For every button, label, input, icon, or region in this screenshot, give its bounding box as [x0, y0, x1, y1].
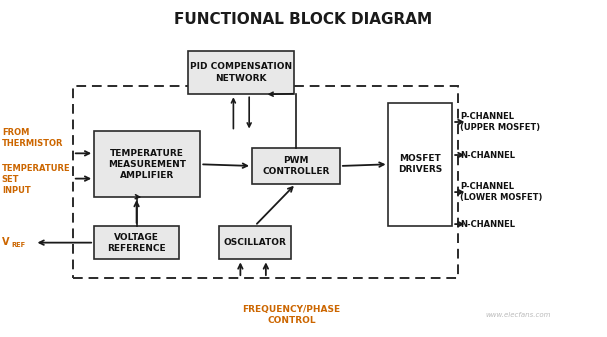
Bar [73, 86, 458, 278]
Text: OSCILLATOR: OSCILLATOR [223, 238, 287, 247]
Text: FREQUENCY/PHASE
CONTROL: FREQUENCY/PHASE CONTROL [242, 305, 341, 325]
Text: www.elecfans.com: www.elecfans.com [486, 312, 551, 318]
Text: MOSFET
DRIVERS: MOSFET DRIVERS [398, 154, 443, 174]
Text: P-CHANNEL
(LOWER MOSFET): P-CHANNEL (LOWER MOSFET) [460, 182, 543, 202]
Bar [94, 226, 179, 259]
Text: PID COMPENSATION
NETWORK: PID COMPENSATION NETWORK [190, 62, 293, 83]
Text: TEMPERATURE
SET
INPUT: TEMPERATURE SET INPUT [2, 164, 70, 195]
Text: REF: REF [11, 242, 25, 248]
Text: PWM
CONTROLLER: PWM CONTROLLER [262, 156, 330, 176]
Text: N-CHANNEL: N-CHANNEL [460, 151, 515, 159]
Bar [252, 148, 340, 184]
Text: TEMPERATURE
MEASUREMENT
AMPLIFIER: TEMPERATURE MEASUREMENT AMPLIFIER [108, 149, 186, 180]
Bar [188, 51, 294, 94]
Bar [388, 103, 452, 226]
Text: V: V [2, 237, 9, 247]
Text: VOLTAGE
REFERENCE: VOLTAGE REFERENCE [107, 233, 166, 253]
Text: P-CHANNEL
(UPPER MOSFET): P-CHANNEL (UPPER MOSFET) [460, 112, 540, 132]
Text: N-CHANNEL: N-CHANNEL [460, 220, 515, 228]
Text: FROM
THERMISTOR: FROM THERMISTOR [2, 128, 63, 148]
Bar [94, 131, 200, 197]
Bar [219, 226, 291, 259]
Text: FUNCTIONAL BLOCK DIAGRAM: FUNCTIONAL BLOCK DIAGRAM [174, 12, 433, 27]
